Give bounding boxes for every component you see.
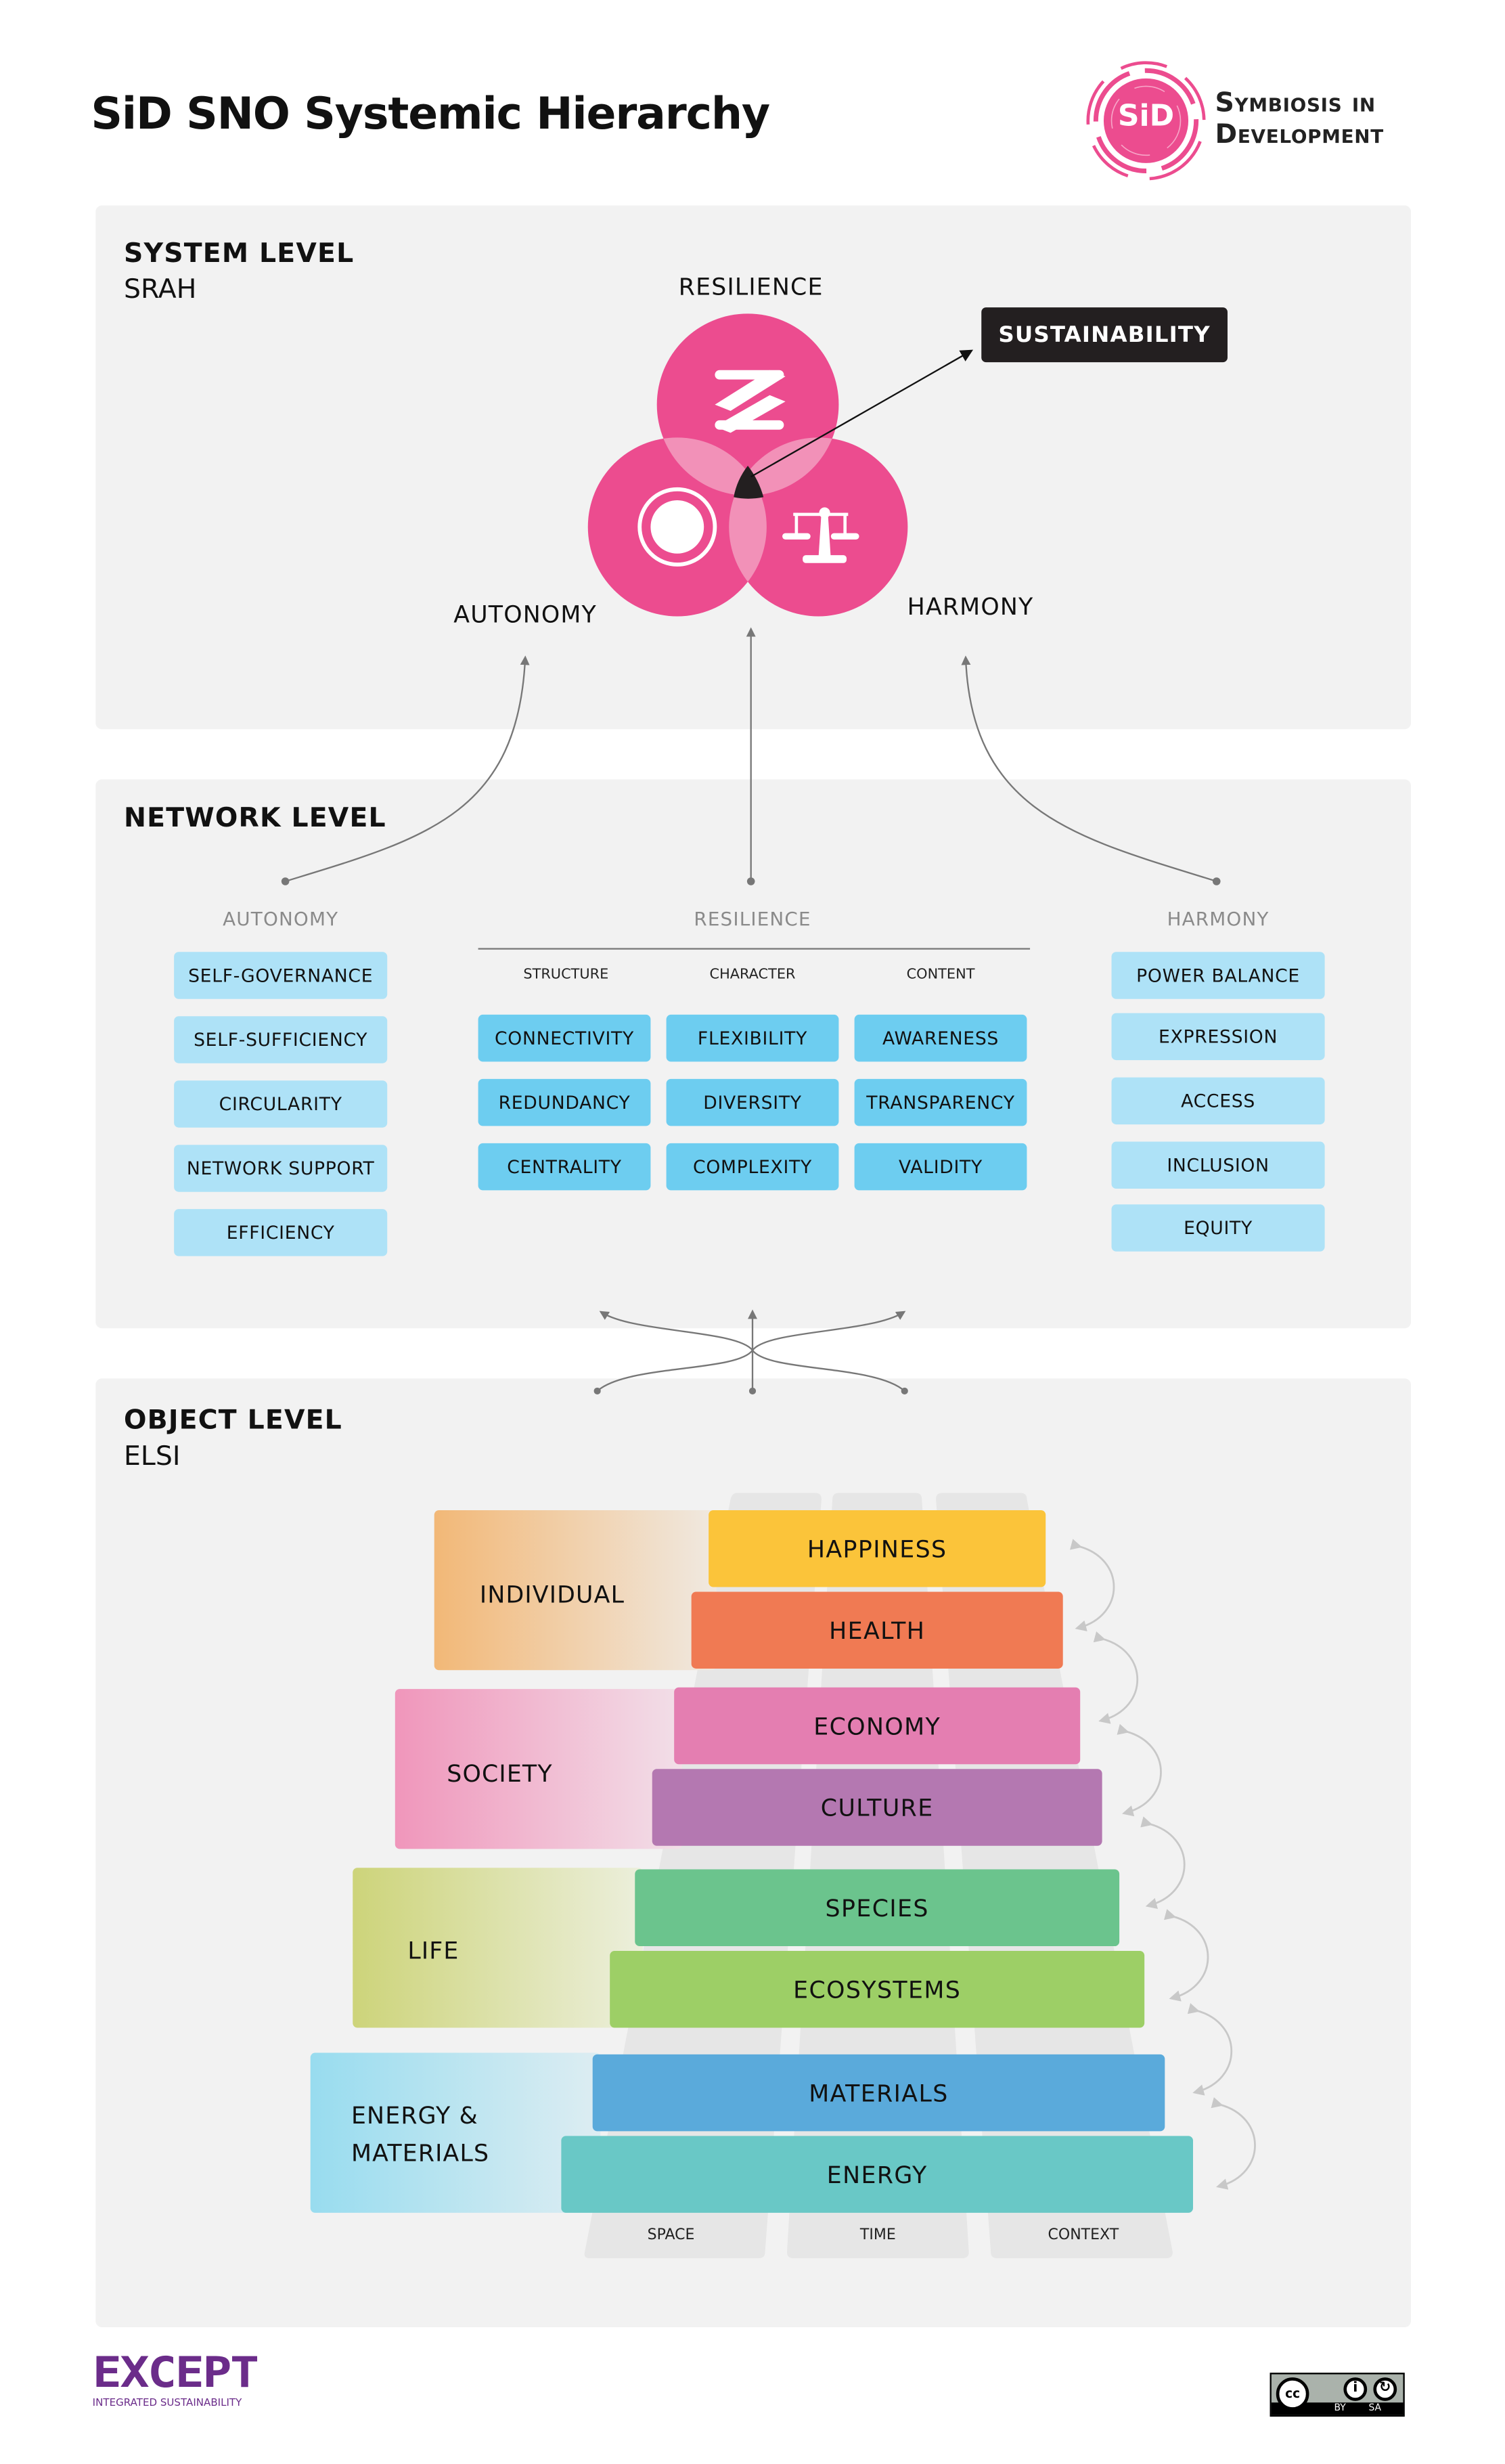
harmony-item: EXPRESSION: [1111, 1013, 1325, 1061]
sid-logo-mark: SiD: [1117, 98, 1175, 133]
feedback-arrow: [1093, 1631, 1139, 1724]
except-tagline: INTEGRATED SUSTAINABILITY: [92, 2396, 242, 2409]
content-subheader: CONTENT: [906, 967, 975, 984]
bar-materials: MATERIALS: [592, 2054, 1165, 2132]
group-label: SOCIETY: [447, 1759, 553, 1788]
resilience-item: DIVERSITY: [666, 1078, 839, 1126]
autonomy-arrow: [285, 655, 530, 883]
cc-license-badge[interactable]: cc i ↻ BY SA: [1270, 2373, 1405, 2417]
venn-label-harmony: HARMONY: [907, 592, 1034, 621]
object-level-subtitle: ELSI: [124, 1441, 181, 1473]
group-label-line: MATERIALS: [351, 2138, 490, 2168]
group-society: [395, 1689, 682, 1849]
resilience-item: REDUNDANCY: [478, 1078, 651, 1126]
feedback-arrows: [1069, 1539, 1256, 2190]
target-icon: [637, 487, 717, 567]
cc-badge-bar: [1271, 2402, 1403, 2415]
autonomy-item: EFFICIENCY: [174, 1209, 388, 1256]
cc-sa-label: SA: [1368, 2402, 1382, 2414]
dimension-time: TIME: [859, 2226, 896, 2245]
object-network-arrows: [596, 1309, 906, 1392]
resilience-item: VALIDITY: [854, 1143, 1027, 1191]
bar-health: HEALTH: [691, 1591, 1063, 1669]
system-level-title: SYSTEM LEVEL: [124, 238, 355, 270]
feedback-arrow: [1140, 1816, 1186, 1909]
system-level-subtitle: SRAH: [124, 274, 197, 306]
group-label: ENERGY & MATERIALS: [351, 2096, 489, 2172]
harmony-item: POWER BALANCE: [1111, 952, 1325, 999]
feedback-arrow: [1117, 1723, 1162, 1817]
sustainability-arrow: [750, 349, 974, 478]
sid-logo-icon: [1086, 61, 1206, 181]
resilience-item: AWARENESS: [854, 1014, 1027, 1062]
resilience-item: FLEXIBILITY: [666, 1014, 839, 1062]
sustainability-box: SUSTAINABILITY: [981, 307, 1228, 363]
sid-logo-line1: Symbiosis in: [1215, 87, 1376, 120]
harmony-item: INCLUSION: [1111, 1141, 1325, 1189]
harmony-column-header: HARMONY: [1167, 908, 1270, 930]
group-energy-materials: [310, 2052, 601, 2213]
scale-icon: [782, 507, 859, 563]
zigzag-icon: [715, 370, 786, 433]
dimension-space: SPACE: [647, 2226, 695, 2245]
structure-subheader: STRUCTURE: [523, 967, 609, 984]
page-title: SiD SNO Systemic Hierarchy: [91, 87, 770, 140]
venn-overlap: [656, 437, 767, 496]
dimension-context: CONTEXT: [1048, 2226, 1119, 2245]
bar-energy: ENERGY: [561, 2136, 1194, 2213]
sid-logo: SiD: [1082, 56, 1211, 185]
feedback-arrow: [1163, 1909, 1209, 2002]
venn-label-resilience: RESILIENCE: [678, 273, 824, 301]
venn-center: [734, 466, 764, 499]
group-label: INDIVIDUAL: [479, 1581, 625, 1609]
cc-by-label: BY: [1334, 2402, 1346, 2414]
sid-logo-line2: Development: [1215, 119, 1384, 151]
group-label-line: ENERGY &: [351, 2101, 478, 2130]
venn-label-autonomy: AUTONOMY: [453, 600, 597, 629]
resilience-column-header: RESILIENCE: [694, 908, 811, 930]
character-subheader: CHARACTER: [709, 967, 796, 984]
resilience-item: TRANSPARENCY: [854, 1078, 1027, 1126]
share-alike-icon: ↻: [1373, 2377, 1397, 2401]
group-individual: [434, 1510, 717, 1671]
harmony-item: ACCESS: [1111, 1077, 1325, 1125]
bar-happiness: HAPPINESS: [709, 1510, 1046, 1587]
group-label: LIFE: [407, 1937, 459, 1965]
object-level-title: OBJECT LEVEL: [124, 1405, 342, 1437]
feedback-arrow: [1069, 1539, 1115, 1631]
autonomy-item: CIRCULARITY: [174, 1080, 388, 1128]
resilience-item: CONNECTIVITY: [478, 1014, 651, 1062]
sid-logo-text: Symbiosis in Development: [1215, 88, 1383, 151]
venn-diagram: [587, 313, 908, 617]
bar-ecosystems: ECOSYSTEMS: [610, 1950, 1145, 2028]
harmony-item: EQUITY: [1111, 1204, 1325, 1252]
autonomy-item: SELF-SUFFICIENCY: [174, 1016, 388, 1063]
resilience-item: COMPLEXITY: [666, 1143, 839, 1191]
bar-species: SPECIES: [635, 1869, 1120, 1947]
autonomy-column-header: AUTONOMY: [223, 908, 339, 930]
feedback-arrow: [1211, 2097, 1256, 2190]
group-life: [353, 1868, 643, 2028]
autonomy-item: SELF-GOVERNANCE: [174, 952, 388, 999]
resilience-item: CENTRALITY: [478, 1143, 651, 1191]
feedback-arrow: [1187, 2003, 1233, 2096]
except-logo: EXCEPT: [92, 2349, 260, 2398]
autonomy-item: NETWORK SUPPORT: [174, 1145, 388, 1192]
cc-icon: cc: [1276, 2377, 1309, 2411]
network-level-title: NETWORK LEVEL: [124, 803, 386, 835]
bar-economy: ECONOMY: [674, 1687, 1081, 1765]
venn-overlap: [729, 437, 839, 496]
bar-culture: CULTURE: [652, 1769, 1102, 1846]
harmony-arrow: [961, 655, 1217, 883]
attribution-icon: i: [1343, 2377, 1368, 2401]
